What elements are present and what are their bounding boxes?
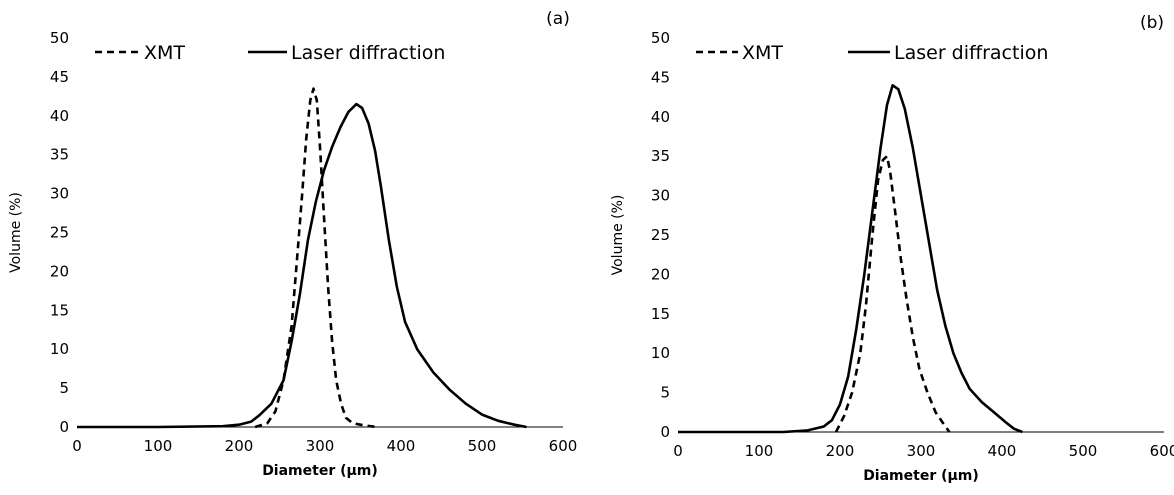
- y-tick-label: 0: [660, 423, 670, 441]
- legend-label: Laser diffraction: [894, 42, 1048, 64]
- y-tick-label: 10: [50, 340, 69, 358]
- y-tick-label: 5: [660, 384, 670, 402]
- x-tick-label: 600: [1150, 442, 1174, 460]
- y-axis-label: Volume (%): [610, 195, 626, 276]
- y-tick-label: 25: [651, 226, 670, 244]
- x-tick-label: 300: [306, 437, 335, 455]
- y-tick-label: 20: [50, 262, 69, 280]
- x-tick-label: 400: [988, 442, 1017, 460]
- y-tick-label: 35: [651, 147, 670, 165]
- x-tick-label: 0: [72, 437, 82, 455]
- x-axis-label: Diameter (µm): [262, 463, 378, 479]
- panel-label: (a): [546, 9, 570, 29]
- y-tick-label: 45: [50, 68, 69, 86]
- series-line-xmt: [254, 87, 377, 429]
- y-tick-label: 20: [651, 265, 670, 283]
- y-tick-label: 50: [651, 29, 670, 47]
- y-tick-label: 50: [50, 29, 69, 47]
- legend-label: XMT: [144, 42, 185, 64]
- y-tick-label: 40: [50, 107, 69, 125]
- y-tick-label: 15: [651, 305, 670, 323]
- y-tick-label: 30: [651, 187, 670, 205]
- series-line-xmt: [834, 154, 951, 433]
- legend-label: Laser diffraction: [291, 42, 445, 64]
- y-tick-label: 10: [651, 344, 670, 362]
- x-tick-label: 100: [144, 437, 173, 455]
- x-tick-label: 400: [387, 437, 416, 455]
- y-tick-label: 30: [50, 185, 69, 203]
- x-tick-label: 300: [907, 442, 936, 460]
- x-tick-label: 500: [468, 437, 497, 455]
- x-tick-label: 600: [549, 437, 578, 455]
- y-tick-label: 0: [59, 418, 69, 436]
- y-tick-label: 35: [50, 146, 69, 164]
- y-tick-label: 15: [50, 301, 69, 319]
- y-tick-label: 40: [651, 108, 670, 126]
- series-line-laser-diffraction: [77, 102, 527, 429]
- y-tick-label: 45: [651, 68, 670, 86]
- panel-label: (b): [1140, 13, 1164, 33]
- y-tick-label: 5: [59, 379, 69, 397]
- x-axis-label: Diameter (µm): [863, 468, 979, 484]
- y-tick-label: 25: [50, 224, 69, 242]
- series-line-laser-diffraction: [678, 84, 1023, 434]
- x-tick-label: 200: [225, 437, 254, 455]
- x-tick-label: 500: [1069, 442, 1098, 460]
- x-tick-label: 0: [673, 442, 683, 460]
- x-tick-label: 100: [745, 442, 774, 460]
- legend-label: XMT: [742, 42, 783, 64]
- y-axis-label: Volume (%): [8, 192, 24, 273]
- x-tick-label: 200: [826, 442, 855, 460]
